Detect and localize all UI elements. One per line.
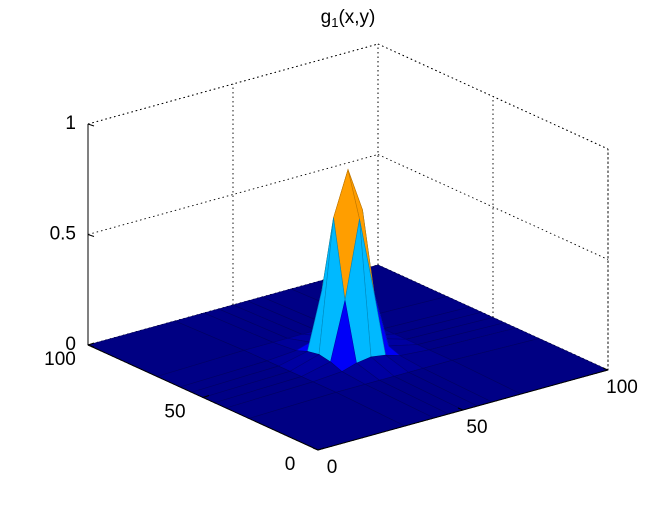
y-tick-label: 100 (44, 349, 76, 370)
y-tick (87, 342, 95, 346)
x-tick-label: 100 (606, 377, 638, 398)
x-tick (602, 367, 609, 371)
grid-line (87, 43, 379, 125)
z-tick-label: 0 (65, 334, 76, 355)
chart-title: g1(x,y) (321, 7, 376, 30)
title-rest: (x,y) (338, 7, 375, 28)
title-sub: 1 (331, 15, 338, 30)
y-tick (202, 395, 210, 398)
x-tick-label: 50 (466, 417, 487, 438)
grid-line (377, 154, 609, 260)
x-tick-label: 0 (327, 457, 338, 478)
x-tick (457, 407, 464, 411)
x-tick (312, 447, 319, 451)
z-tick-label: 0.5 (50, 224, 76, 245)
z-tick-label: 1 (65, 113, 76, 134)
grid-line (87, 154, 379, 235)
y-tick-label: 0 (285, 454, 296, 475)
title-base: g (321, 7, 332, 28)
y-tick (317, 447, 325, 451)
z-tick (87, 234, 95, 237)
z-tick (87, 123, 95, 127)
y-tick-label: 50 (164, 402, 185, 423)
z-tick (87, 344, 95, 348)
grid-line (377, 43, 609, 150)
